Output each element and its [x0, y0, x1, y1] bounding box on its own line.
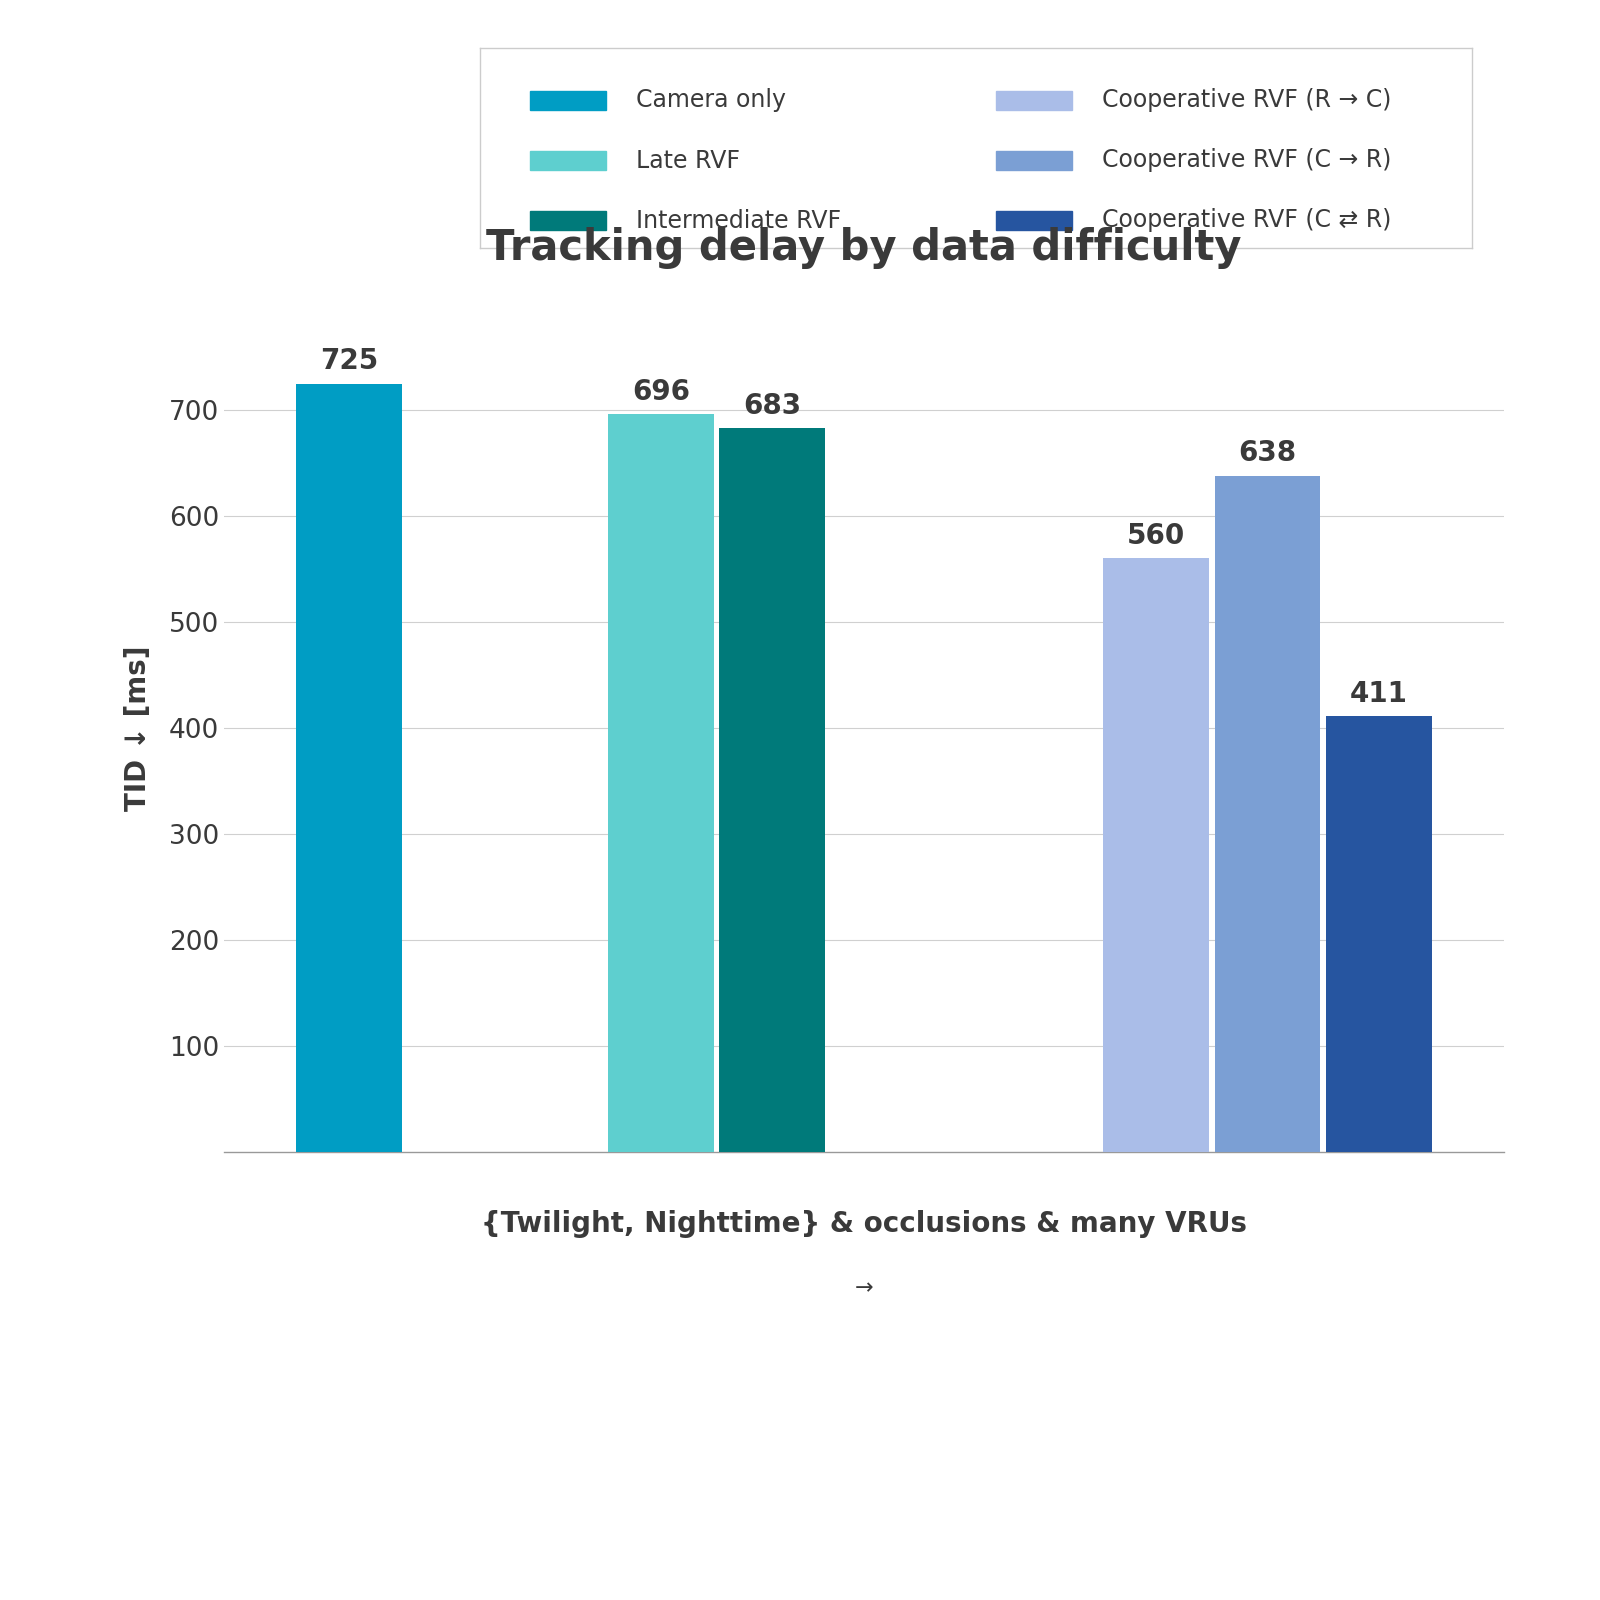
Bar: [1104, 558, 1210, 1152]
Text: 725: 725: [320, 347, 378, 374]
Bar: [995, 211, 1072, 229]
Text: 411: 411: [1350, 680, 1408, 707]
Text: 683: 683: [742, 392, 802, 419]
Text: Cooperative RVF (C ⇄ R): Cooperative RVF (C ⇄ R): [1102, 208, 1392, 232]
Bar: [530, 91, 606, 109]
Text: Cooperative RVF (C → R): Cooperative RVF (C → R): [1102, 149, 1392, 173]
Text: {Twilight, Nighttime} & occlusions & many VRUs: {Twilight, Nighttime} & occlusions & man…: [482, 1210, 1246, 1238]
Bar: [720, 429, 826, 1152]
Bar: [1214, 475, 1320, 1152]
Text: Camera only: Camera only: [635, 88, 786, 112]
Bar: [995, 152, 1072, 170]
Bar: [608, 414, 714, 1152]
Text: →: →: [854, 1278, 874, 1298]
Text: Cooperative RVF (R → C): Cooperative RVF (R → C): [1102, 88, 1392, 112]
Text: 560: 560: [1126, 522, 1186, 550]
Text: Intermediate RVF: Intermediate RVF: [635, 208, 842, 232]
Bar: [530, 211, 606, 229]
Bar: [530, 152, 606, 170]
Bar: [1326, 717, 1432, 1152]
Text: 696: 696: [632, 378, 690, 406]
Text: 638: 638: [1238, 440, 1296, 467]
Text: Late RVF: Late RVF: [635, 149, 739, 173]
Y-axis label: TID ↓ [ms]: TID ↓ [ms]: [125, 645, 152, 811]
Bar: [296, 384, 402, 1152]
Bar: [995, 91, 1072, 109]
Text: Tracking delay by data difficulty: Tracking delay by data difficulty: [486, 227, 1242, 269]
